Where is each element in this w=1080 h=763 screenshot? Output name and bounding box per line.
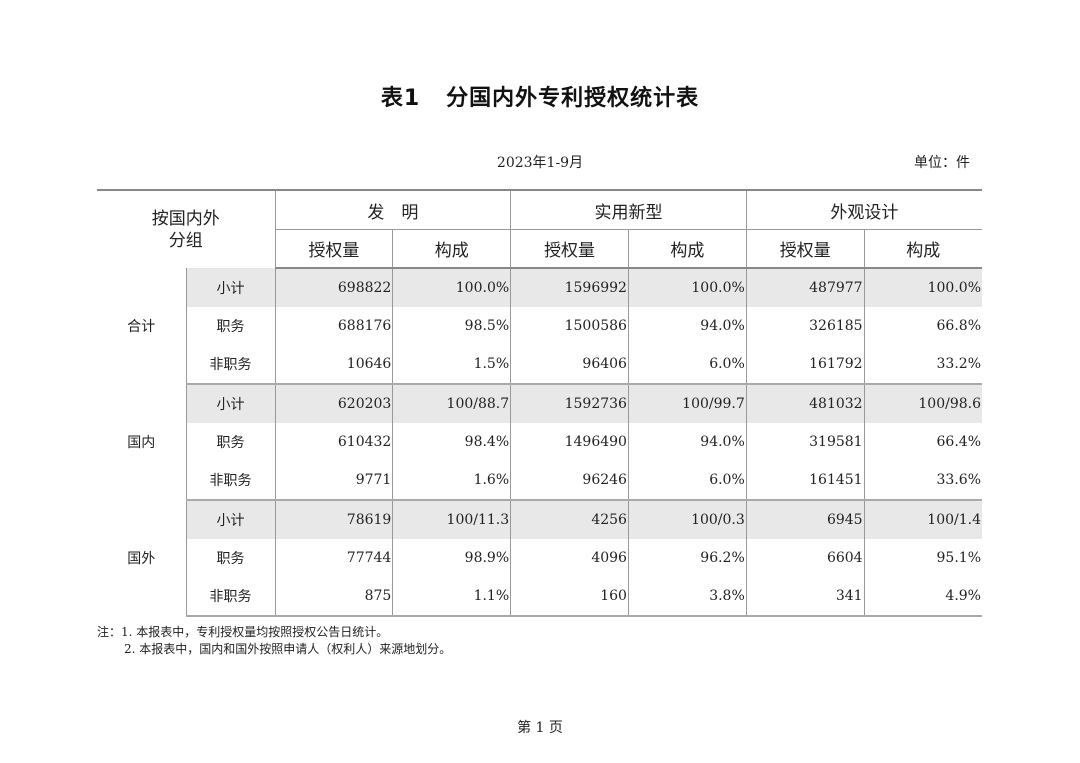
- composition-cell: 1.1%: [392, 577, 511, 617]
- grant-count-cell: 96406: [510, 345, 629, 385]
- composition-cell: 1.6%: [392, 461, 511, 501]
- composition-cell: 98.9%: [392, 539, 511, 577]
- col-header-composition: 构成: [627, 229, 747, 269]
- grant-count-cell: 1592736: [510, 384, 629, 423]
- grant-count-cell: 77744: [274, 539, 393, 577]
- composition-cell: 66.4%: [863, 423, 982, 461]
- composition-cell: 100/0.3: [627, 500, 747, 539]
- composition-cell: 100.0%: [392, 268, 511, 307]
- row-group-label: 合计: [97, 268, 187, 384]
- grant-count-cell: 875: [274, 577, 393, 617]
- grant-count-cell: 610432: [274, 423, 393, 461]
- table-row: 非职务 875 1.1% 160 3.8% 341 4.9%: [97, 577, 982, 617]
- composition-cell: 1.5%: [392, 345, 511, 385]
- composition-cell: 100/99.7: [627, 384, 747, 423]
- grant-count-cell: 9771: [274, 461, 393, 501]
- group-header-invention: 发 明: [274, 190, 511, 230]
- col-header-composition: 构成: [863, 229, 982, 269]
- unit-label: 单位：件: [914, 155, 970, 171]
- table-title-text: 分国内外专利授权统计表: [446, 86, 700, 111]
- grant-count-cell: 1500586: [510, 307, 629, 345]
- group-header-utility-model: 实用新型: [510, 190, 747, 230]
- table-body: 合计 小计 698822 100.0% 1596992 100.0% 487977 100.0…: [97, 268, 982, 617]
- composition-cell: 33.6%: [863, 461, 982, 501]
- composition-cell: 66.8%: [863, 307, 982, 345]
- page-number: 第 1 页: [517, 720, 563, 736]
- patent-grant-table: 按国内外 分组 发 明 实用新型 外观设计 授权量 构成 授权量 构成 授权量 …: [97, 189, 982, 617]
- composition-cell: 3.8%: [627, 577, 747, 617]
- grant-count-cell: 326185: [745, 307, 865, 345]
- grant-count-cell: 6945: [745, 500, 865, 539]
- row-label: 职务: [216, 319, 245, 335]
- composition-cell: 6.0%: [627, 345, 747, 385]
- table-row: 非职务 9771 1.6% 96246 6.0% 161451 33.6%: [97, 461, 982, 501]
- composition-cell: 96.2%: [627, 539, 747, 577]
- row-label: 职务: [216, 551, 245, 567]
- grant-count-cell: 160: [510, 577, 629, 617]
- table-row: 合计 小计 698822 100.0% 1596992 100.0% 487977 100.0…: [97, 268, 982, 384]
- corner-header-line2: 分组: [168, 230, 203, 251]
- row-group-label: 国外: [97, 500, 187, 616]
- grant-count-cell: 698822: [274, 268, 393, 307]
- table-row: 国外 小计 78619 100/11.3 4256 100/0.3 6945 100/1.4: [97, 500, 982, 616]
- grant-count-cell: 620203: [274, 384, 393, 423]
- table-row: 职务 610432 98.4% 1496490 94.0% 319581 66.4%: [97, 423, 982, 461]
- grant-count-cell: 319581: [745, 423, 865, 461]
- composition-cell: 94.0%: [627, 423, 747, 461]
- col-header-grant-count: 授权量: [274, 229, 393, 269]
- composition-cell: 6.0%: [627, 461, 747, 501]
- grant-count-cell: 161451: [745, 461, 865, 501]
- row-label: 职务: [216, 435, 245, 451]
- composition-cell: 100/88.7: [392, 384, 511, 423]
- row-label: 非职务: [186, 461, 276, 501]
- corner-header: 按国内外 分组: [97, 190, 275, 268]
- table-row: 非职务 10646 1.5% 96406 6.0% 161792 33.2%: [97, 345, 982, 385]
- composition-cell: 94.0%: [627, 307, 747, 345]
- table-row: 职务 77744 98.9% 4096 96.2% 6604 95.1%: [97, 539, 982, 577]
- composition-cell: 4.9%: [863, 577, 982, 617]
- grant-count-cell: 688176: [274, 307, 393, 345]
- row-label: 非职务: [186, 345, 276, 385]
- composition-cell: 98.5%: [392, 307, 511, 345]
- table-notes: 注：1. 本报表中，专利授权量均按照授权公告日统计。 2. 本报表中，国内和国外…: [97, 624, 451, 658]
- grant-count-cell: 481032: [745, 384, 865, 423]
- grant-count-cell: 4096: [510, 539, 629, 577]
- row-group-label: 国内: [97, 384, 187, 500]
- corner-header-line1: 按国内外: [151, 208, 220, 229]
- table-row: 国内 小计 620203 100/88.7 1592736 100/99.7 481032 1…: [97, 384, 982, 500]
- note-2: 2. 本报表中，国内和国外按照申请人（权利人）来源地划分。: [124, 642, 452, 656]
- table-number: 表1: [380, 86, 421, 111]
- grant-count-cell: 10646: [274, 345, 393, 385]
- grant-count-cell: 4256: [510, 500, 629, 539]
- composition-cell: 100/98.6: [863, 384, 982, 423]
- table-title: 表1 分国内外专利授权统计表: [0, 80, 1080, 112]
- grant-count-cell: 6604: [745, 539, 865, 577]
- group-header-design: 外观设计: [745, 190, 982, 230]
- grant-count-cell: 341: [745, 577, 865, 617]
- col-header-grant-count: 授权量: [745, 229, 865, 269]
- col-header-grant-count: 授权量: [510, 229, 629, 269]
- composition-cell: 100.0%: [863, 268, 982, 307]
- row-label: 小计: [186, 500, 276, 539]
- report-period: 2023年1-9月: [496, 155, 584, 171]
- composition-cell: 98.4%: [392, 423, 511, 461]
- grant-count-cell: 161792: [745, 345, 865, 385]
- composition-cell: 33.2%: [863, 345, 982, 385]
- col-header-composition: 构成: [392, 229, 511, 269]
- grant-count-cell: 487977: [745, 268, 865, 307]
- table-row: 职务 688176 98.5% 1500586 94.0% 326185 66.8%: [97, 307, 982, 345]
- composition-cell: 100.0%: [627, 268, 747, 307]
- row-label: 非职务: [186, 577, 276, 617]
- note-1: 注：1. 本报表中，专利授权量均按照授权公告日统计。: [97, 625, 389, 639]
- composition-cell: 100/1.4: [863, 500, 982, 539]
- grant-count-cell: 78619: [274, 500, 393, 539]
- row-label: 小计: [186, 384, 276, 423]
- grant-count-cell: 1596992: [510, 268, 629, 307]
- composition-cell: 95.1%: [863, 539, 982, 577]
- grant-count-cell: 1496490: [510, 423, 629, 461]
- composition-cell: 100/11.3: [392, 500, 511, 539]
- grant-count-cell: 96246: [510, 461, 629, 501]
- row-label: 小计: [186, 268, 276, 307]
